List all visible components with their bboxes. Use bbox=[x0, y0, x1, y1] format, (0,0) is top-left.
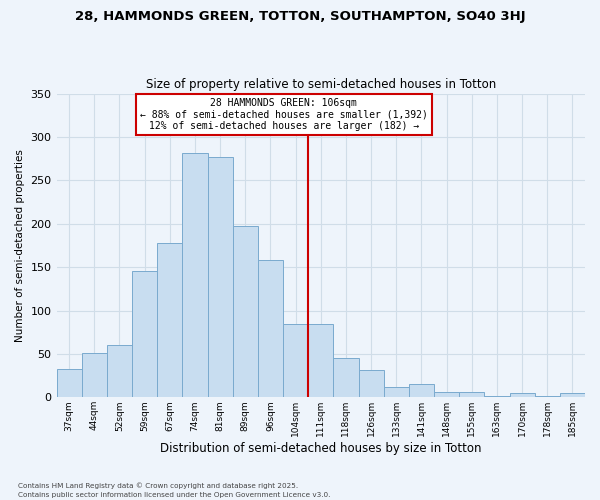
Bar bbox=[107, 345, 132, 398]
Bar bbox=[509, 393, 535, 398]
Bar bbox=[132, 272, 157, 398]
Bar bbox=[434, 392, 459, 398]
Bar bbox=[535, 396, 560, 398]
Bar bbox=[308, 324, 334, 398]
Bar bbox=[82, 353, 107, 398]
Bar bbox=[283, 324, 308, 398]
Bar bbox=[359, 370, 383, 398]
Y-axis label: Number of semi-detached properties: Number of semi-detached properties bbox=[15, 149, 25, 342]
Bar bbox=[383, 387, 409, 398]
Bar bbox=[409, 384, 434, 398]
Text: Contains HM Land Registry data © Crown copyright and database right 2025.
Contai: Contains HM Land Registry data © Crown c… bbox=[18, 482, 331, 498]
Bar bbox=[560, 393, 585, 398]
Bar bbox=[157, 243, 182, 398]
Bar bbox=[56, 368, 82, 398]
X-axis label: Distribution of semi-detached houses by size in Totton: Distribution of semi-detached houses by … bbox=[160, 442, 482, 455]
Bar bbox=[484, 396, 509, 398]
Bar bbox=[182, 152, 208, 398]
Text: 28, HAMMONDS GREEN, TOTTON, SOUTHAMPTON, SO40 3HJ: 28, HAMMONDS GREEN, TOTTON, SOUTHAMPTON,… bbox=[74, 10, 526, 23]
Bar bbox=[459, 392, 484, 398]
Bar bbox=[208, 157, 233, 398]
Title: Size of property relative to semi-detached houses in Totton: Size of property relative to semi-detach… bbox=[146, 78, 496, 91]
Bar bbox=[334, 358, 359, 398]
Bar bbox=[233, 226, 258, 398]
Text: 28 HAMMONDS GREEN: 106sqm
← 88% of semi-detached houses are smaller (1,392)
12% : 28 HAMMONDS GREEN: 106sqm ← 88% of semi-… bbox=[140, 98, 428, 132]
Bar bbox=[258, 260, 283, 398]
